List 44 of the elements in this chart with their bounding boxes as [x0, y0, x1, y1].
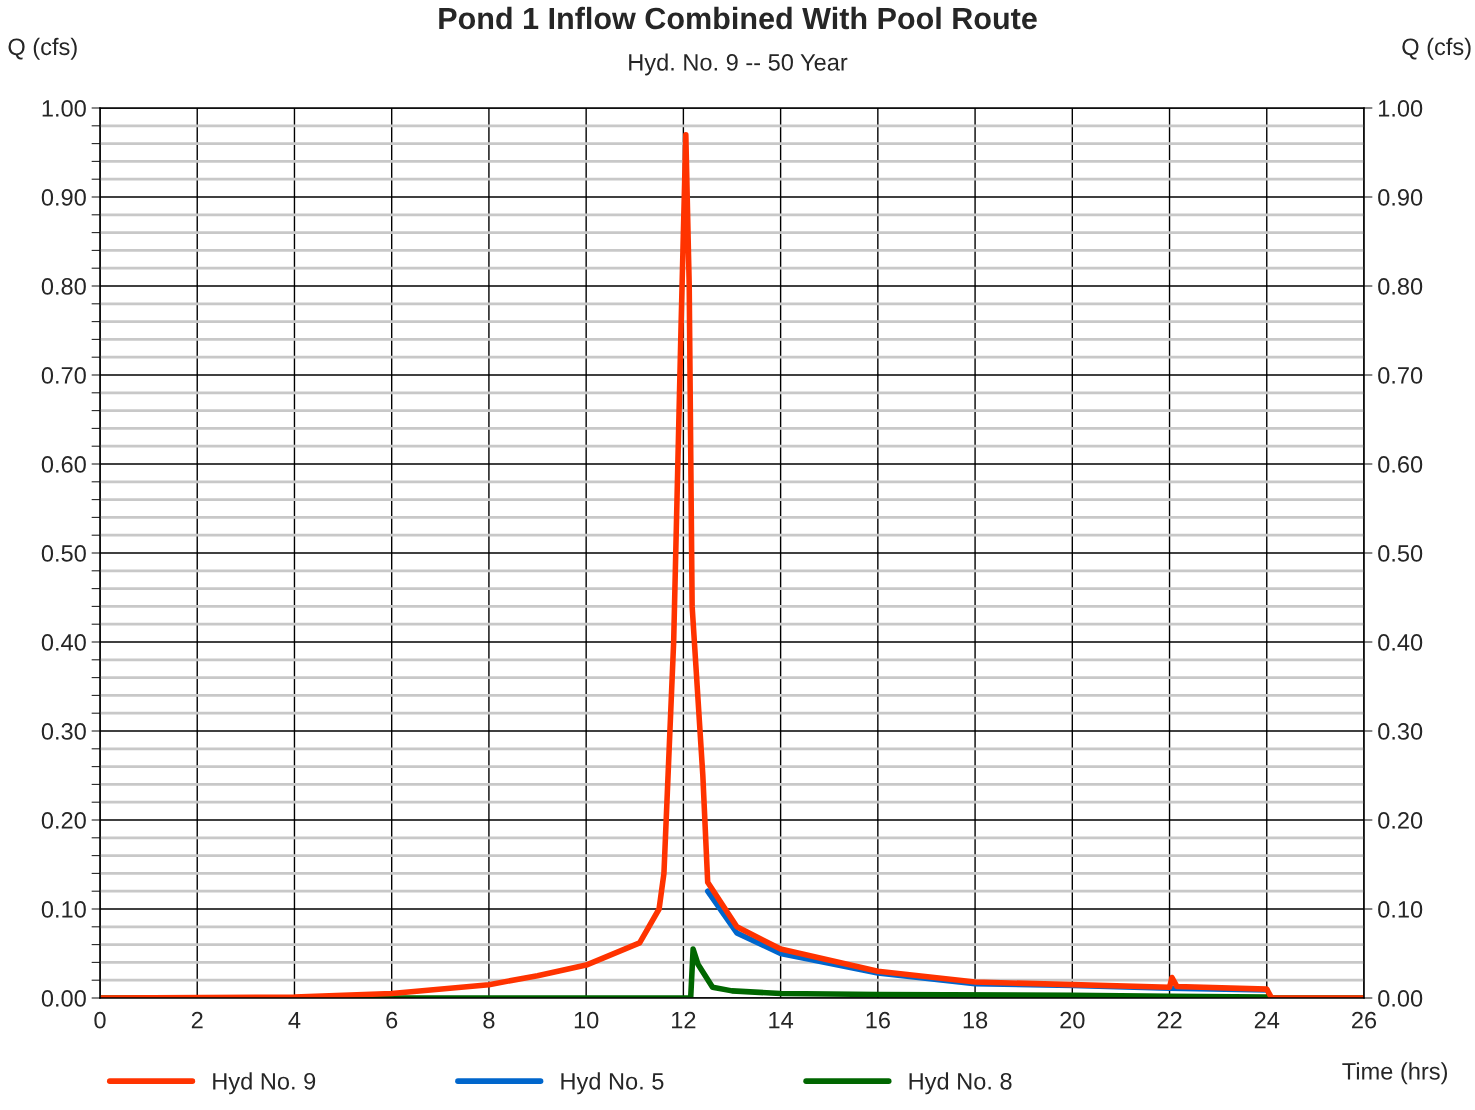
y2-tick-label: 0.90: [1378, 189, 1423, 206]
y-tick-label: 0.10: [41, 901, 86, 918]
y-tick-label: 0.50: [41, 545, 86, 562]
legend-label: Hyd No. 5: [561, 1072, 664, 1095]
y-tick-label: 0.30: [41, 723, 86, 740]
x-axis-title: Time (hrs): [1342, 1062, 1447, 1085]
y-tick-label: 0.40: [41, 634, 86, 651]
y2-tick-label: 0.80: [1378, 278, 1423, 295]
x-tick-label: 8: [483, 1011, 495, 1029]
x-tick-label: 0: [94, 1011, 106, 1029]
x-tick-label: 16: [866, 1011, 890, 1029]
y2-tick-label: 0.50: [1378, 545, 1423, 562]
y-tick-label: 1.00: [42, 100, 86, 117]
x-tick-label: 24: [1254, 1011, 1280, 1029]
x-tick-label: 10: [574, 1011, 599, 1029]
y2-tick-label: 0.00: [1378, 990, 1423, 1007]
x-tick-label: 18: [963, 1011, 988, 1029]
y2-tick-label: 1.00: [1378, 100, 1423, 117]
y-tick-label: 0.90: [41, 189, 86, 206]
y-tick-label: 0.70: [41, 367, 86, 384]
legend-label: Hyd No. 8: [909, 1072, 1012, 1095]
y2-tick-label: 0.10: [1378, 901, 1423, 918]
y2-tick-label: 0.40: [1378, 634, 1423, 651]
x-tick-label: 22: [1157, 1011, 1182, 1029]
chart-title: Pond 1 Inflow Combined With Pool Route: [439, 6, 1037, 30]
y2-tick-label: 0.70: [1378, 367, 1423, 384]
x-tick-label: 2: [191, 1011, 203, 1029]
y-tick-label: 0.20: [41, 812, 86, 829]
y-tick-label: 0.80: [41, 278, 86, 295]
x-tick-label: 20: [1060, 1011, 1085, 1029]
x-tick-label: 12: [672, 1011, 696, 1029]
y-axis-title: Q (cfs): [8, 37, 77, 60]
y2-tick-label: 0.30: [1378, 723, 1423, 740]
x-tick-label: 26: [1352, 1011, 1377, 1029]
chart-subtitle: Hyd. No. 9 -- 50 Year: [629, 53, 848, 76]
y2-tick-label: 0.20: [1378, 812, 1423, 829]
y-tick-label: 0.60: [41, 456, 86, 473]
legend-label: Hyd No. 9: [213, 1072, 316, 1095]
y2-tick-label: 0.60: [1378, 456, 1423, 473]
x-tick-label: 4: [288, 1012, 301, 1029]
y2-axis-title: Q (cfs): [1402, 37, 1471, 60]
y-tick-label: 0.00: [41, 990, 86, 1007]
x-tick-label: 14: [769, 1012, 794, 1029]
x-tick-label: 6: [386, 1011, 398, 1029]
